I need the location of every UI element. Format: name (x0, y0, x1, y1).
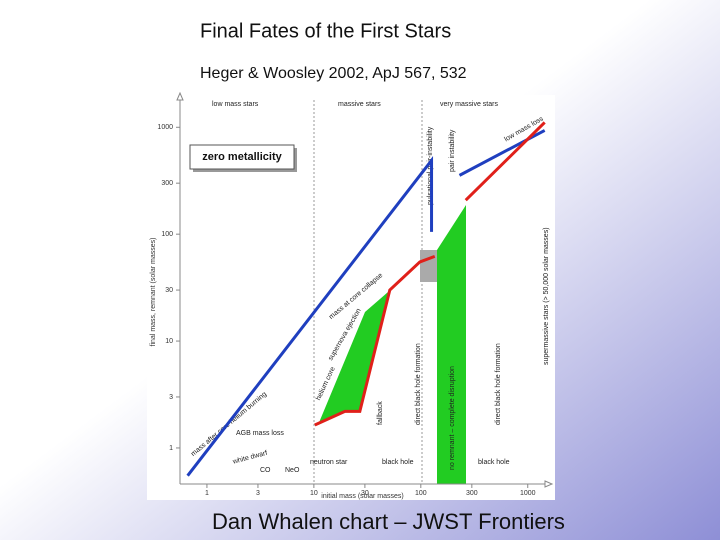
y-tick-label: 1 (169, 445, 173, 452)
slide-title: Final Fates of the First Stars (200, 20, 451, 42)
annotation: very massive stars (440, 101, 498, 108)
annotation: supermassive stars (> 50,000 solar masse… (543, 227, 550, 365)
x-tick-label: 100 (415, 490, 427, 497)
annotation: pair instability (449, 129, 456, 172)
x-axis-label: initial mass (solar masses) (321, 493, 403, 500)
annotation: direct black hole formation (495, 343, 502, 425)
axis-arrow (544, 480, 554, 488)
y-tick-label: 30 (165, 287, 173, 294)
x-tick-label: 30 (361, 490, 369, 497)
region-fill (318, 292, 388, 425)
y-tick-label: 10 (165, 338, 173, 345)
x-tick-label: 3 (256, 490, 260, 497)
y-axis-label: final mass, remnant (solar masses) (150, 238, 157, 347)
y-tick-label: 100 (161, 231, 173, 238)
slide-subtitle: Heger & Woosley 2002, ApJ 567, 532 (200, 65, 467, 82)
label-box (189, 144, 295, 170)
annotation: fallback (377, 401, 384, 425)
y-tick-label: 1000 (157, 124, 173, 131)
annotation: CO (260, 467, 271, 474)
annotation: no remnant – complete disruption (449, 366, 456, 470)
axis-arrow (176, 91, 184, 101)
annotation: black hole (382, 459, 414, 466)
annotation: low mass stars (212, 101, 259, 108)
x-tick-label: 1 (205, 490, 209, 497)
annotation: neutron star (310, 459, 348, 466)
series-line (314, 121, 546, 427)
x-tick-label: 10 (310, 490, 318, 497)
annotation: massive stars (338, 101, 381, 108)
annotation: NeO (285, 467, 300, 474)
region-fill (420, 250, 437, 282)
x-tick-label: 1000 (520, 490, 536, 497)
annotation: zero metallicity (202, 151, 282, 163)
x-tick-label: 300 (466, 490, 478, 497)
y-tick-label: 3 (169, 394, 173, 401)
annotation: direct black hole formation (415, 343, 422, 425)
y-tick-label: 300 (161, 180, 173, 187)
annotation: black hole (478, 459, 510, 466)
footer: Dan Whalen chart – JWST Frontiers (212, 509, 565, 534)
annotation: AGB mass loss (236, 430, 284, 437)
region-fill (437, 205, 466, 484)
